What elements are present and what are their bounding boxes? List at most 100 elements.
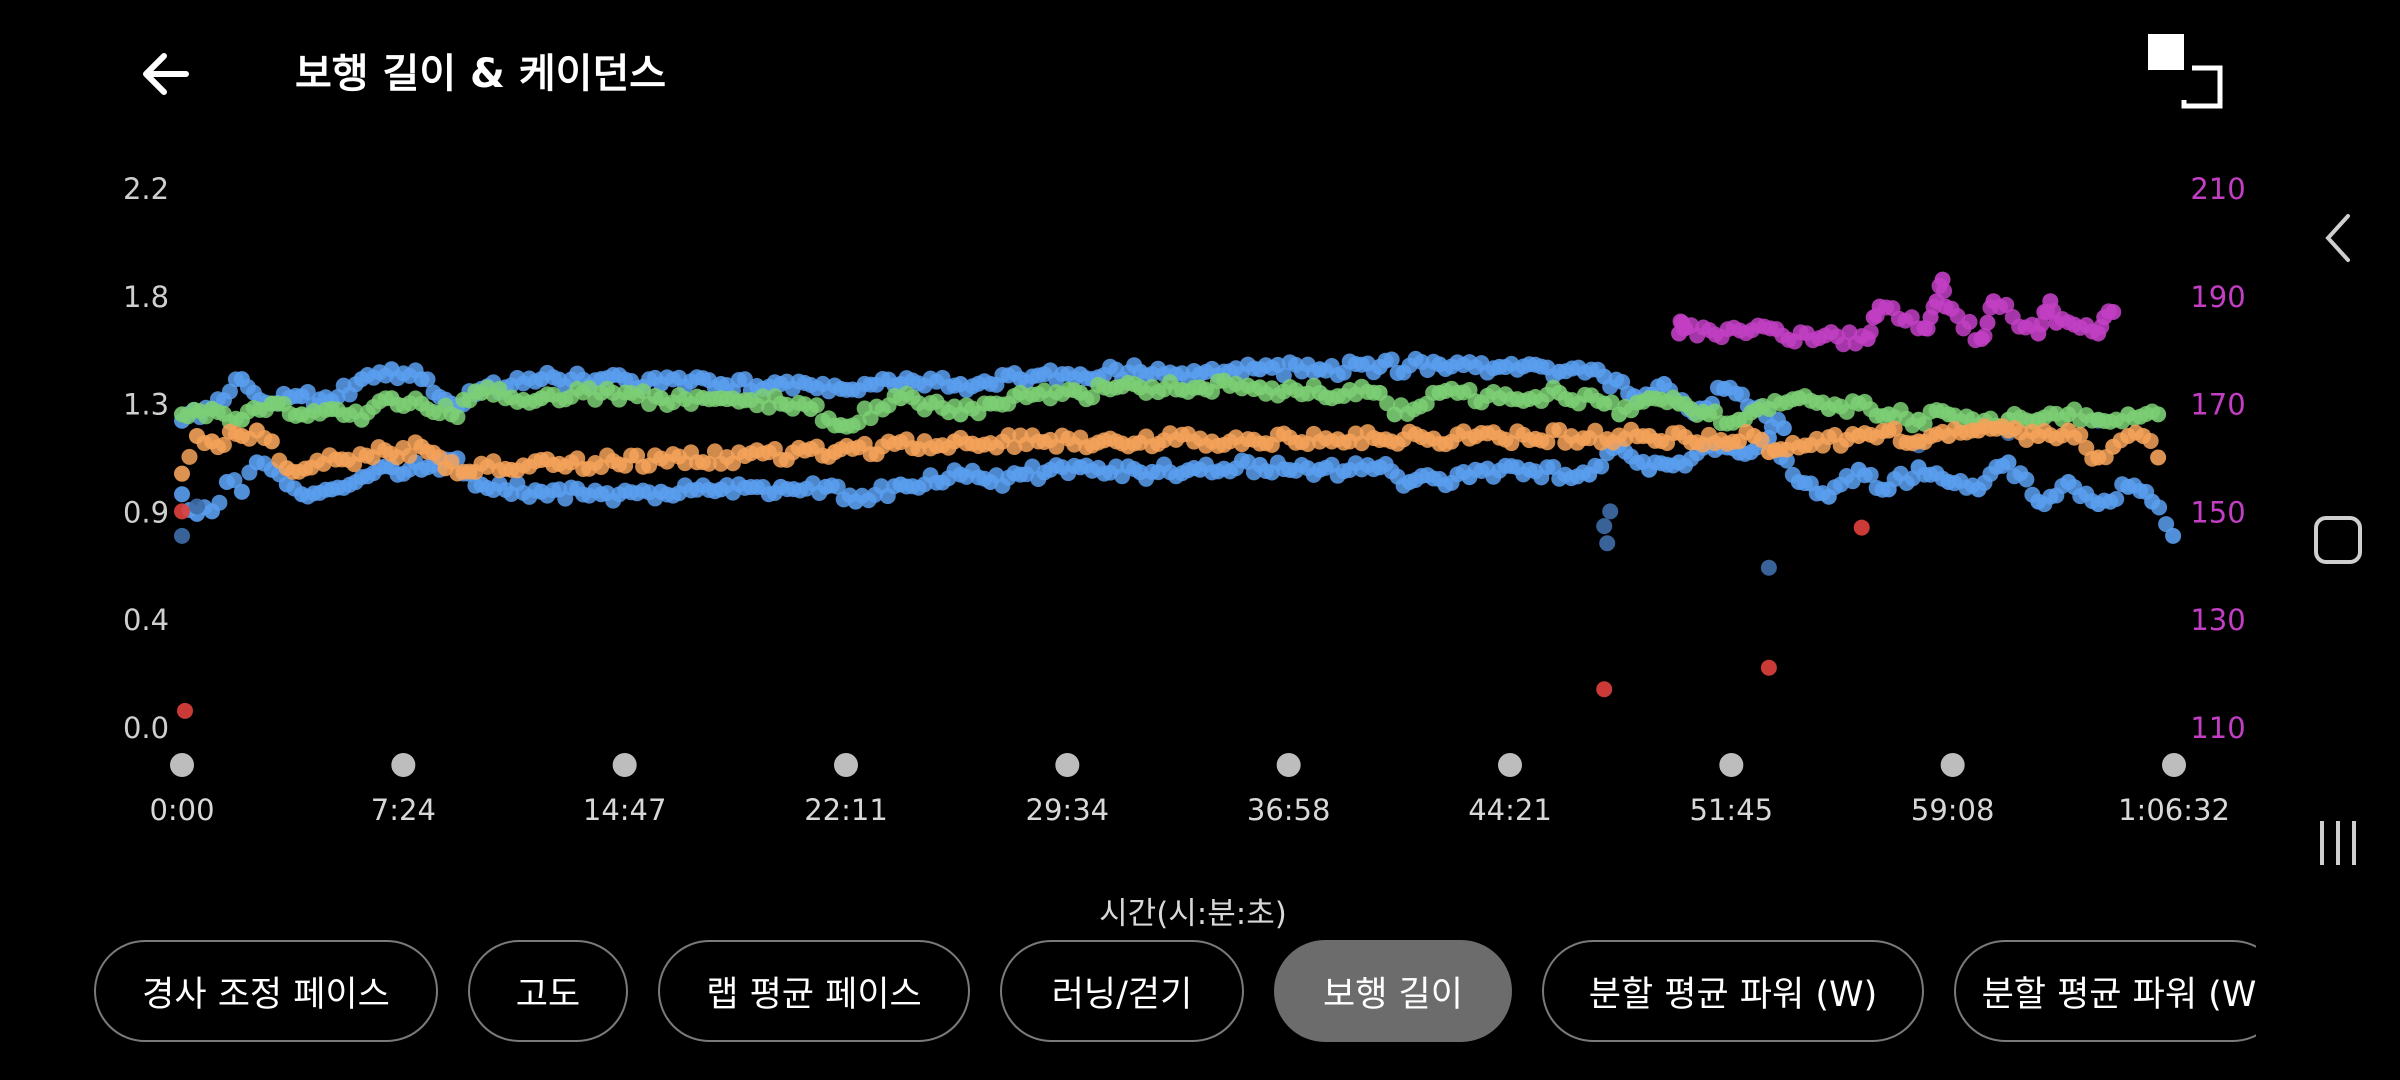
x-axis-tick-label: 44:21: [1468, 793, 1552, 827]
x-axis-marker-dot: [1719, 753, 1744, 777]
system-navigation-bar: [2276, 0, 2400, 1080]
x-axis-title: 시간(시:분:초): [1099, 896, 1287, 932]
x-axis-marker-dot: [2162, 753, 2186, 777]
left-axis-tick-label: 2.2: [123, 172, 169, 206]
data-point: [2142, 432, 2159, 449]
system-back-button[interactable]: [2276, 188, 2400, 288]
fullscreen-icon: [2148, 34, 2223, 109]
data-point: [1853, 519, 1870, 536]
arrow-left-icon: [143, 53, 189, 95]
data-point: [1000, 427, 1017, 444]
x-axis-tick-label: 36:58: [1247, 793, 1331, 827]
data-point: [1551, 422, 1568, 439]
tab-label: 분할 평균 파워 (W): [1588, 974, 1878, 1015]
data-point: [1976, 328, 1993, 345]
data-point: [263, 433, 280, 450]
data-point: [449, 409, 466, 426]
tab-2[interactable]: 고도: [468, 940, 628, 1042]
data-point: [181, 448, 198, 465]
data-point: [221, 383, 238, 400]
data-point: [401, 447, 418, 464]
fullscreen-button[interactable]: [2136, 26, 2226, 116]
right-axis-tick-label: 170: [2190, 388, 2245, 422]
x-axis-marker-dot: [1940, 753, 1965, 777]
system-home-button[interactable]: [2276, 490, 2400, 590]
tab-6[interactable]: 분할 평균 파워 (W): [1542, 940, 1924, 1042]
x-axis-marker-dot: [1055, 753, 1080, 777]
x-axis-tick-label: 0:00: [149, 793, 214, 827]
x-axis-tick-label: 14:47: [583, 793, 667, 827]
tab-5[interactable]: 보행 길이: [1274, 940, 1512, 1042]
data-point: [174, 503, 190, 520]
tab-1[interactable]: 경사 조정 페이스: [94, 940, 438, 1042]
data-point: [233, 483, 250, 500]
data-point: [419, 371, 436, 388]
data-point: [808, 397, 825, 414]
data-point: [226, 472, 243, 489]
data-point: [2158, 516, 2175, 533]
data-point: [1545, 458, 1562, 475]
right-axis-tick-label: 190: [2190, 280, 2245, 314]
data-point: [2033, 316, 2050, 333]
data-point: [174, 465, 190, 482]
tab-label: 러닝/걷기: [1051, 974, 1193, 1015]
data-point: [1602, 503, 1619, 520]
x-axis-tick-label: 59:08: [1911, 793, 1995, 827]
data-point: [706, 443, 723, 460]
data-point: [1862, 323, 1879, 340]
right-axis-tick-label: 210: [2190, 172, 2245, 206]
x-axis-tick-label: 51:45: [1690, 793, 1774, 827]
x-axis-marker-dot: [391, 753, 416, 777]
x-axis-tick-label: 29:34: [1026, 793, 1110, 827]
tab-4[interactable]: 러닝/걷기: [1000, 940, 1244, 1042]
left-axis-tick-label: 1.8: [123, 280, 169, 314]
back-button[interactable]: [128, 40, 204, 108]
data-point: [1753, 431, 1770, 448]
right-axis-tick-label: 130: [2190, 603, 2245, 637]
recents-lines-icon: [2320, 821, 2356, 865]
data-point: [1596, 681, 1613, 698]
x-axis-marker-dot: [170, 753, 194, 777]
data-point: [2151, 499, 2168, 516]
data-point: [1949, 308, 1966, 325]
tab-7[interactable]: 분할 평균 파워 (W: [1954, 940, 2256, 1042]
data-point: [1084, 389, 1101, 406]
x-axis-marker-dot: [1276, 753, 1301, 777]
tab-label: 고도: [515, 974, 581, 1015]
data-point: [2105, 303, 2122, 320]
data-point: [174, 527, 190, 544]
chevron-left-icon: [2325, 214, 2350, 262]
system-recents-button[interactable]: [2276, 793, 2400, 893]
data-point: [635, 383, 652, 400]
data-point: [700, 455, 717, 472]
data-point: [1603, 394, 1620, 411]
data-point: [215, 436, 232, 453]
data-point: [2150, 449, 2167, 466]
stride-cadence-chart: 2.2 1.8 1.3 0.9 0.4 0.0 210 190 170 150 130 110 0:00…: [123, 172, 2246, 827]
data-point: [1706, 403, 1723, 420]
data-point: [1760, 659, 1777, 676]
data-point: [1862, 466, 1879, 483]
data-point: [1886, 420, 1903, 437]
x-axis-tick-label: 1:06:32: [2118, 793, 2230, 827]
data-point: [1383, 351, 1400, 368]
data-point: [1587, 422, 1604, 439]
tab-label: 보행 길이: [1323, 974, 1463, 1015]
x-axis-marker-dot: [612, 753, 637, 777]
left-axis-tick-label: 0.4: [123, 603, 169, 637]
x-axis-tick-label: 22:11: [804, 793, 888, 827]
data-point: [829, 478, 846, 495]
left-axis-tick-label: 0.0: [123, 711, 169, 745]
x-axis-marker-dot: [1498, 753, 1522, 777]
tab-label: 분할 평균 파워 (W: [1981, 974, 2256, 1015]
data-point: [1539, 434, 1556, 451]
left-axis-tick-label: 1.3: [123, 388, 169, 422]
data-point: [211, 494, 228, 511]
data-point: [1024, 458, 1041, 475]
data-point: [2018, 471, 2035, 488]
tab-3[interactable]: 랩 평균 페이스: [658, 940, 970, 1042]
data-point: [1835, 336, 1852, 353]
right-axis-tick-label: 110: [2190, 711, 2245, 745]
x-axis-marker-dot: [834, 753, 858, 777]
data-point: [2108, 490, 2125, 507]
